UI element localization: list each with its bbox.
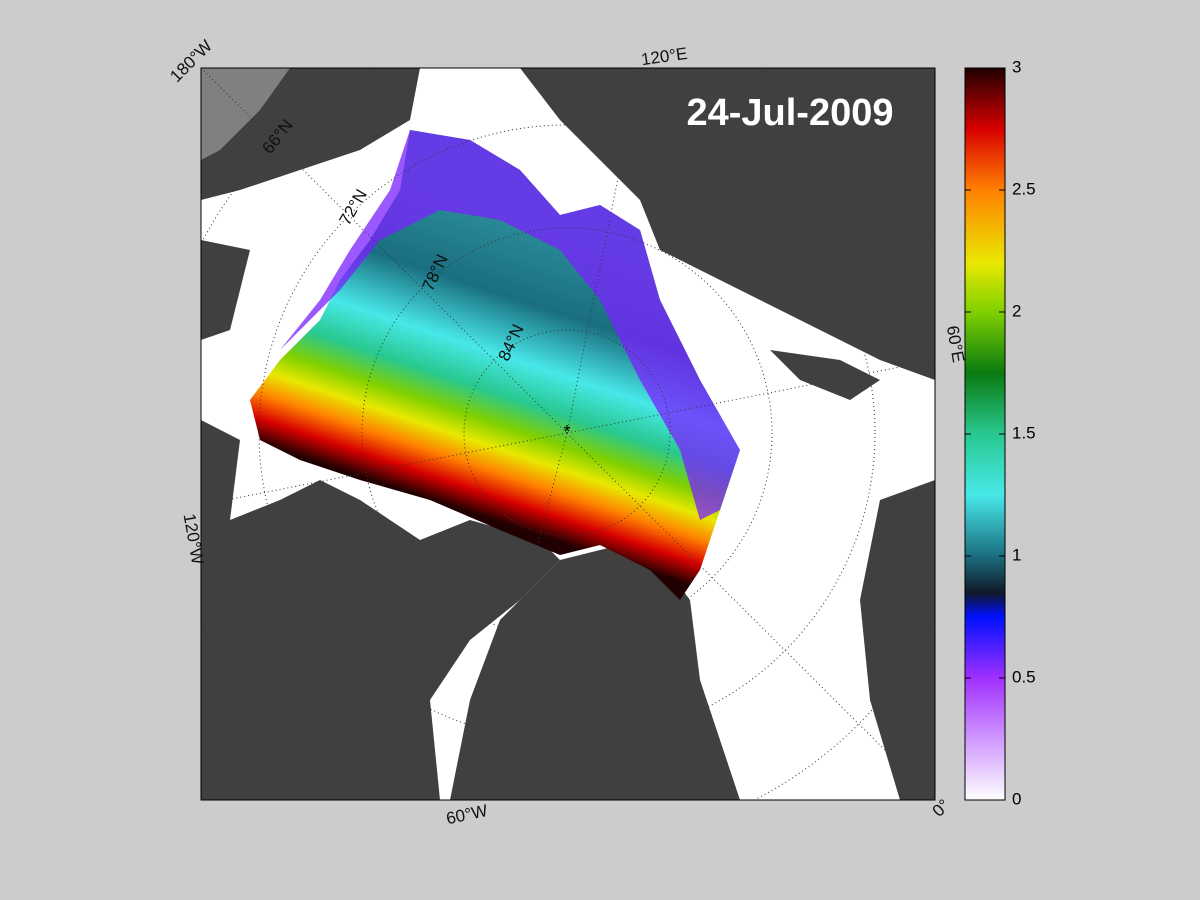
colorbar-tick-label: 2.5 bbox=[1012, 179, 1036, 198]
map-frame bbox=[200, 67, 936, 801]
colorbar bbox=[964, 67, 1006, 801]
lon-label: 60°W bbox=[444, 801, 489, 828]
map-area: * bbox=[201, 68, 935, 800]
land-svalbard bbox=[770, 350, 880, 400]
land-greenland bbox=[450, 545, 740, 800]
date-label: 24-Jul-2009 bbox=[686, 92, 893, 134]
pole-marker: * bbox=[563, 422, 570, 442]
colorbar-tick-label: 1 bbox=[1012, 545, 1021, 564]
colorbar-tick-label: 0.5 bbox=[1012, 667, 1036, 686]
colorbar-tick-label: 1.5 bbox=[1012, 423, 1036, 442]
colorbar-tick-label: 2 bbox=[1012, 301, 1021, 320]
land-west bbox=[201, 240, 250, 340]
land-russia bbox=[520, 68, 935, 380]
lon-label: 120°E bbox=[640, 44, 689, 69]
graticule bbox=[201, 68, 935, 800]
land-scandinavia bbox=[860, 480, 935, 800]
land-grey bbox=[201, 68, 290, 160]
lon-label: 60°E bbox=[943, 324, 968, 364]
colorbar-tick-label: 3 bbox=[1012, 57, 1021, 76]
colorbar-tick-label: 0 bbox=[1012, 789, 1021, 808]
thin-ice-edge bbox=[280, 130, 740, 520]
land-canada bbox=[201, 420, 560, 800]
